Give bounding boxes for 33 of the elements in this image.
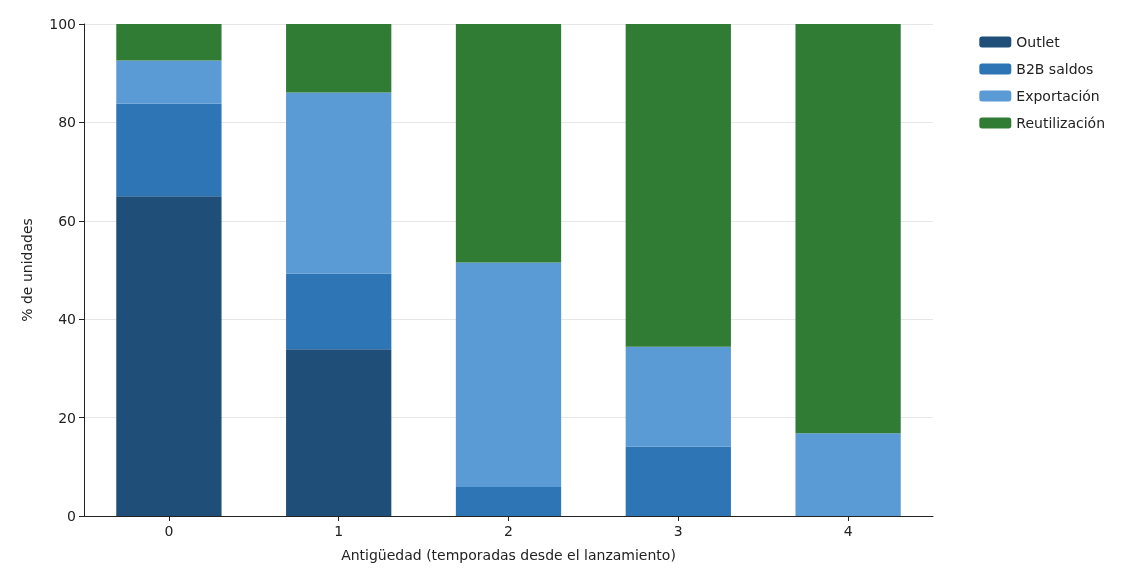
y-tick-label: 40 [58,311,76,328]
bar [455,24,562,263]
y-tick-label: 100 [49,16,76,32]
x-tick-label: 0 [164,523,174,539]
x-tick-label: 1 [334,523,344,539]
legend-label: Reutilización [1016,115,1106,131]
bar [286,273,392,350]
x-axis-title: Antigüedad (temporadas desde el lanzamiento) [341,547,676,563]
y-tick-label: 80 [58,114,76,131]
x-tick-label: 4 [843,523,853,539]
legend-label: B2B saldos [1016,61,1094,77]
y-tick-label: 0 [67,508,76,524]
bar [286,349,392,516]
bar [116,196,222,516]
y-tick-label: 60 [58,212,76,229]
legend-label: Exportación [1016,88,1100,104]
bar [286,92,392,274]
x-tick-label: 2 [504,523,513,539]
bar [795,433,901,516]
bar [116,103,222,197]
legend-label: Outlet [1016,34,1061,50]
bar [625,446,731,516]
bar [455,486,562,516]
bar [625,24,731,347]
bar [625,346,731,447]
bar [455,262,562,487]
y-axis-title: % de unidades [19,218,35,322]
bar [795,24,901,434]
x-tick-label: 3 [673,523,683,539]
bar [286,24,392,93]
bar [116,24,222,61]
y-tick-label: 20 [58,409,76,426]
bar [116,60,222,104]
